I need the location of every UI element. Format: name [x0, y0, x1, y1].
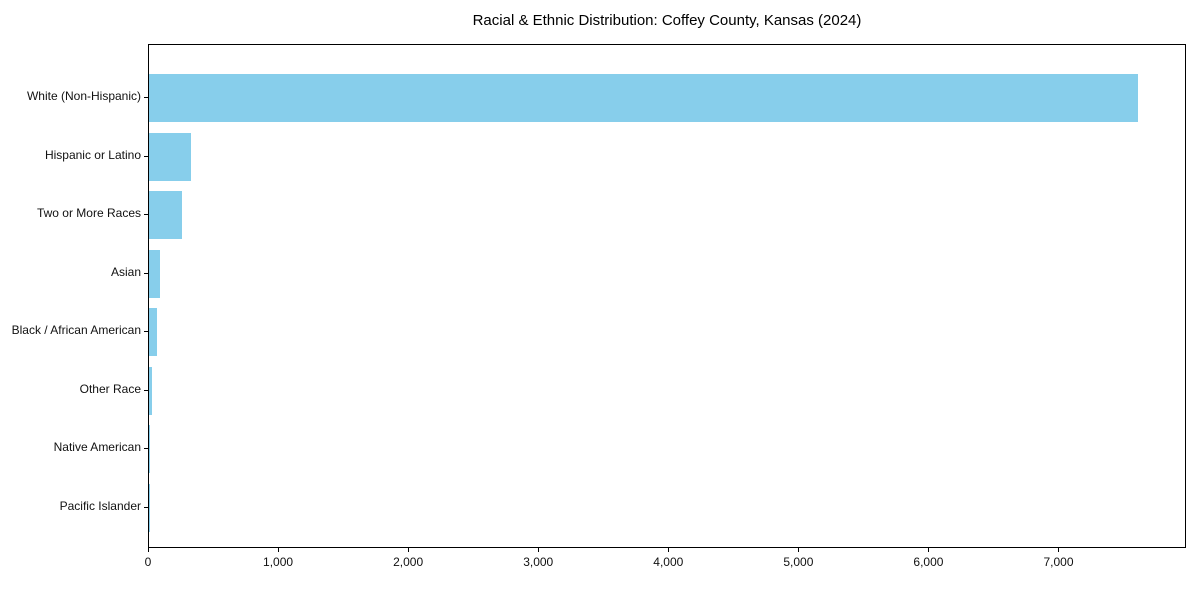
bar-other-race: [149, 366, 152, 415]
y-tick-label-hispanic-or-latino: Hispanic or Latino: [44, 147, 141, 162]
y-tick-native-american: [144, 448, 148, 449]
x-tick-label-7000: 7,000: [1043, 555, 1074, 569]
y-tick-label-two-or-more-races: Two or More Races: [36, 206, 141, 220]
bar-two-or-more-races: [149, 191, 182, 239]
y-tick-asian: [144, 272, 148, 274]
x-tick-3000: [537, 548, 539, 552]
x-tick-label-4000: 4,000: [653, 555, 684, 569]
x-tick-2000: [407, 548, 409, 552]
bar-native-american: [149, 425, 151, 473]
y-tick-other-race: [144, 389, 148, 391]
x-tick-5000: [797, 548, 799, 552]
x-tick-1000: [277, 548, 279, 552]
x-tick-label-5000: 5,000: [783, 555, 814, 569]
x-tick-label-6000: 6,000: [913, 555, 944, 569]
y-tick-label-white-non-hispanic: White (Non-Hispanic): [26, 89, 141, 103]
y-tick-two-or-more-races: [144, 214, 148, 215]
plot-area: [148, 44, 1186, 548]
y-tick-white-non-hispanic: [144, 97, 148, 98]
bar-white-non-hispanic: [149, 74, 1138, 122]
y-tick-black-african-american: [144, 331, 148, 332]
x-tick-4000: [667, 548, 669, 552]
x-tick-label-1000: 1,000: [263, 555, 294, 569]
y-tick-pacific-islander: [144, 506, 148, 508]
x-tick-7000: [1058, 548, 1060, 552]
chart-title: Racial & Ethnic Distribution: Coffey Cou…: [472, 12, 862, 29]
y-tick-label-other-race: Other Race: [79, 381, 141, 396]
y-tick-label-native-american: Native American: [53, 440, 141, 454]
y-tick-label-black-african-american: Black / African American: [11, 323, 141, 337]
x-tick-label-3000: 3,000: [523, 555, 554, 569]
bar-hispanic-or-latino: [149, 132, 192, 181]
x-tick-6000: [927, 548, 929, 552]
bar-asian: [149, 249, 161, 298]
x-tick-label-0: 0: [144, 555, 152, 569]
bar-black-african-american: [149, 308, 158, 356]
y-tick-label-pacific-islander: Pacific Islander: [59, 498, 141, 513]
y-tick-hispanic-or-latino: [144, 155, 148, 157]
x-tick-0: [147, 548, 149, 552]
y-tick-label-asian: Asian: [110, 264, 141, 279]
x-tick-label-2000: 2,000: [393, 555, 424, 569]
